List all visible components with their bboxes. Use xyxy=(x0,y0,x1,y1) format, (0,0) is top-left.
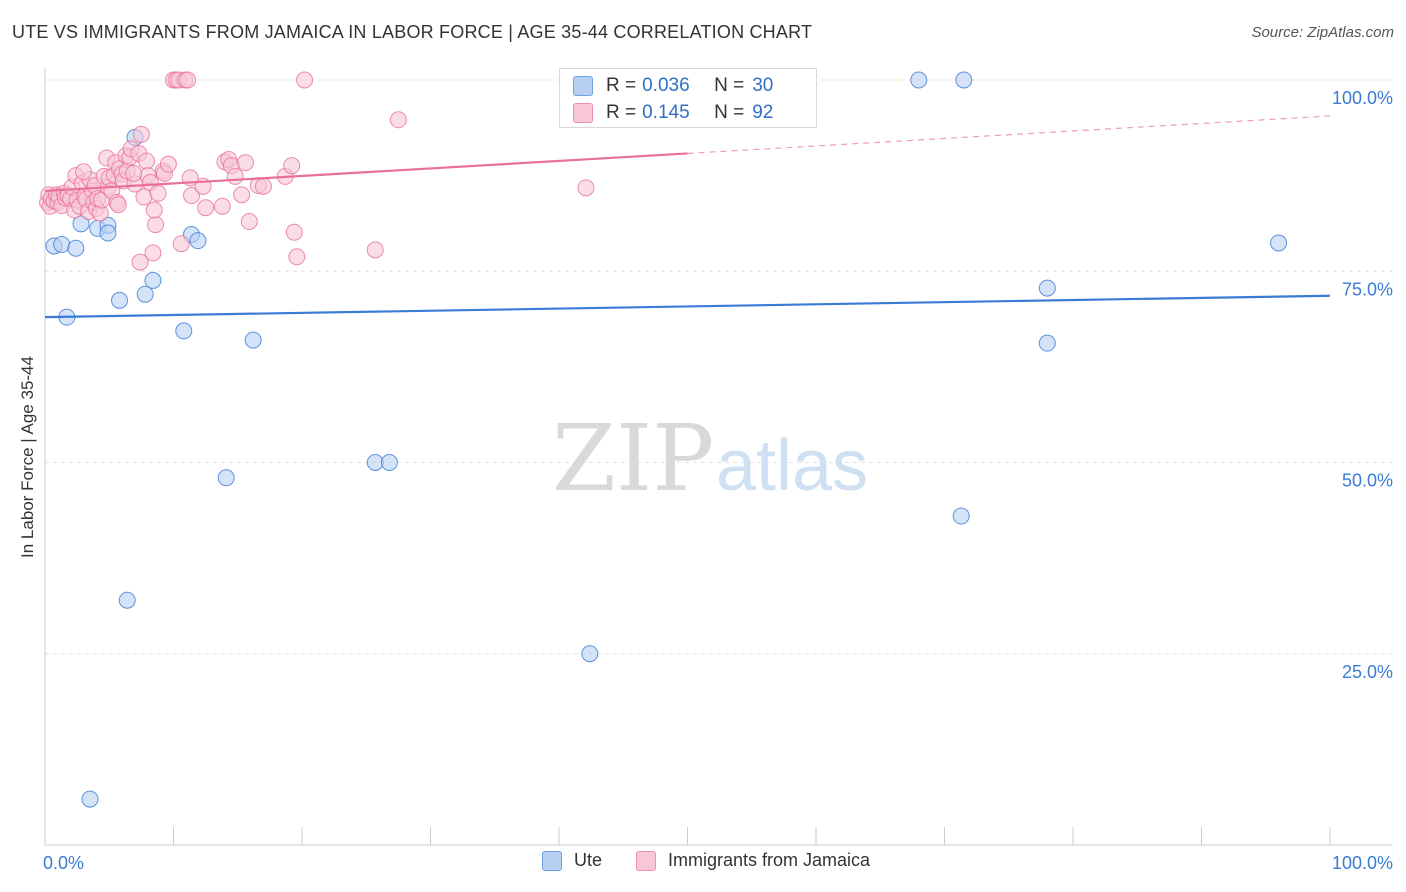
jamaica-point xyxy=(75,163,93,181)
ute-point xyxy=(111,291,129,309)
ute-point xyxy=(952,507,970,525)
r-label: R = xyxy=(606,102,637,123)
ute-point xyxy=(380,454,398,471)
r-value: 0.145 xyxy=(642,102,690,123)
jamaica-point xyxy=(283,157,301,175)
r-label: R = xyxy=(606,75,637,96)
ute-point xyxy=(1270,234,1288,252)
jamaica-point xyxy=(149,184,167,202)
ute-point xyxy=(118,591,136,609)
watermark-atlas: atlas xyxy=(716,426,868,506)
jamaica-point xyxy=(144,244,162,262)
trend-lines xyxy=(44,115,1331,319)
jamaica-point xyxy=(389,111,407,129)
ute-trend-line xyxy=(44,294,1331,319)
legend: Ute Immigrants from Jamaica xyxy=(0,850,1406,878)
legend-item-ute[interactable]: Ute xyxy=(542,850,602,871)
n-value: 92 xyxy=(752,102,774,123)
jamaica-point xyxy=(182,187,200,205)
n-label: N = xyxy=(714,102,745,123)
jamaica-point xyxy=(147,216,165,234)
legend-item-jamaica[interactable]: Immigrants from Jamaica xyxy=(636,850,870,871)
jamaica-point xyxy=(213,197,231,215)
jamaica-point xyxy=(135,188,153,206)
ute-point xyxy=(581,645,599,663)
legend-label-ute: Ute xyxy=(574,850,603,870)
ute-point xyxy=(67,239,85,257)
r-value: 0.036 xyxy=(642,75,690,96)
jamaica-point xyxy=(159,155,177,173)
ute-point xyxy=(53,235,71,253)
ute-point xyxy=(189,232,207,250)
ute-point xyxy=(910,71,928,89)
stats-box: R = 0.036 N = 30 R = 0.145 N = 92 xyxy=(559,68,817,128)
ute-point xyxy=(72,215,90,233)
ute-point xyxy=(136,285,154,303)
jamaica-point xyxy=(233,186,251,204)
jamaica-point xyxy=(109,196,127,214)
jamaica-point xyxy=(172,235,190,253)
stats-row-ute: R = 0.036 N = 30 xyxy=(573,73,774,99)
ute-point xyxy=(217,469,235,487)
legend-swatch-jamaica xyxy=(636,850,656,871)
stats-swatch-jamaica xyxy=(573,103,593,123)
ute-point xyxy=(144,271,162,289)
stats-swatch-ute xyxy=(573,76,593,96)
y-tick-label: 100.0% xyxy=(1332,88,1393,108)
y-tick-label: 50.0% xyxy=(1342,471,1393,491)
jamaica-point xyxy=(285,223,303,241)
watermark: ZIP atlas xyxy=(552,405,868,512)
ute-point xyxy=(955,71,973,89)
jamaica-point xyxy=(577,179,595,197)
grid-lines xyxy=(45,79,1392,655)
ute-point xyxy=(99,224,117,242)
y-tick-label: 75.0% xyxy=(1342,279,1393,299)
x-tick-label-max: 100.0% xyxy=(1332,853,1393,873)
stats-row-jamaica: R = 0.145 N = 92 xyxy=(573,100,774,126)
jamaica-point xyxy=(254,177,272,195)
ute-point xyxy=(244,331,262,349)
ute-point xyxy=(366,454,384,471)
jamaica-point xyxy=(197,199,215,217)
jamaica-point xyxy=(131,253,149,271)
legend-swatch-ute xyxy=(542,850,562,871)
y-tick-label: 25.0% xyxy=(1342,662,1393,682)
ute-point xyxy=(1038,279,1056,297)
n-label: N = xyxy=(714,75,745,96)
ute-point xyxy=(1038,334,1056,352)
data-points xyxy=(39,71,1288,808)
jamaica-trend-line xyxy=(44,152,688,193)
ute-point xyxy=(81,790,99,808)
watermark-zip: ZIP xyxy=(552,405,714,512)
n-value: 30 xyxy=(752,75,774,96)
ute-point xyxy=(175,322,193,340)
chart-title: UTE VS IMMIGRANTS FROM JAMAICA IN LABOR … xyxy=(12,22,813,42)
jamaica-point xyxy=(366,241,384,259)
legend-label-jamaica: Immigrants from Jamaica xyxy=(668,850,871,870)
jamaica-point xyxy=(125,164,143,182)
jamaica-point xyxy=(226,167,244,185)
x-tick-label-min: 0.0% xyxy=(43,853,84,873)
jamaica-point xyxy=(240,213,258,231)
jamaica-point xyxy=(138,152,156,170)
jamaica-point xyxy=(132,125,150,143)
axes xyxy=(44,68,1392,846)
jamaica-point xyxy=(236,154,254,172)
y-axis-label: In Labor Force | Age 35-44 xyxy=(18,356,37,558)
tick-labels: 25.0% 50.0% 75.0% 100.0% 0.0% 100.0% xyxy=(43,88,1393,873)
jamaica-point xyxy=(145,201,163,219)
source-label: Source: ZipAtlas.com xyxy=(1251,24,1394,41)
jamaica-point xyxy=(296,71,314,89)
jamaica-trend-line-extension xyxy=(687,115,1331,155)
jamaica-point xyxy=(179,71,197,89)
jamaica-point xyxy=(288,248,306,266)
